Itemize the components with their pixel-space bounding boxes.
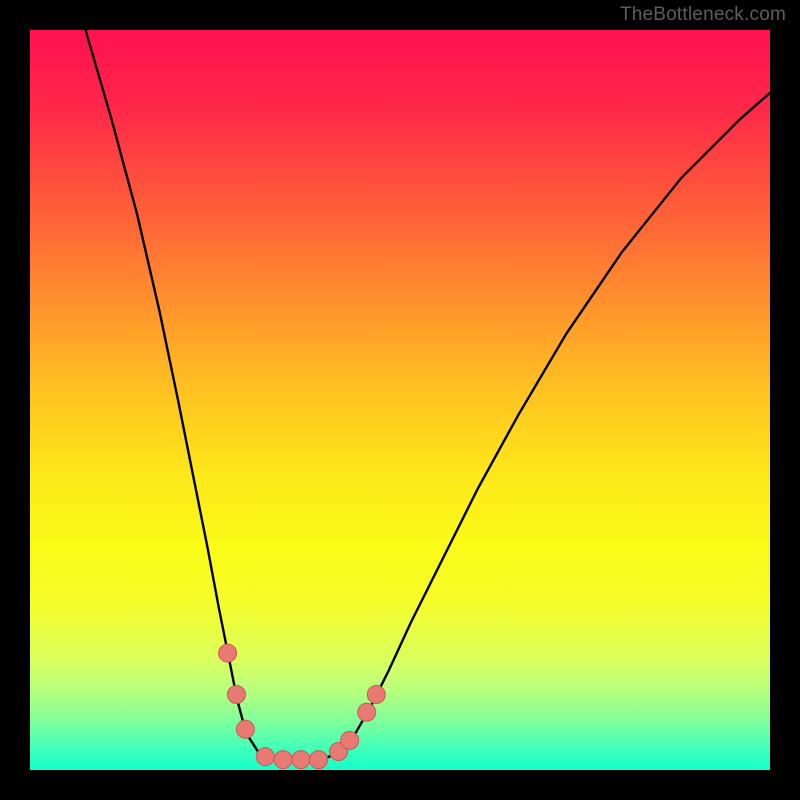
data-marker [236, 720, 254, 738]
data-marker [341, 731, 359, 749]
watermark-text: TheBottleneck.com [620, 4, 786, 26]
data-marker [358, 703, 376, 721]
data-marker [256, 748, 274, 766]
data-marker [219, 644, 237, 662]
data-marker [227, 686, 245, 704]
soft-band-overlay [30, 30, 770, 770]
data-marker [292, 751, 310, 769]
chart-plot-area [30, 30, 770, 770]
bottleneck-chart [30, 30, 770, 770]
data-marker [367, 686, 385, 704]
data-marker [310, 751, 328, 769]
data-marker [274, 751, 292, 769]
